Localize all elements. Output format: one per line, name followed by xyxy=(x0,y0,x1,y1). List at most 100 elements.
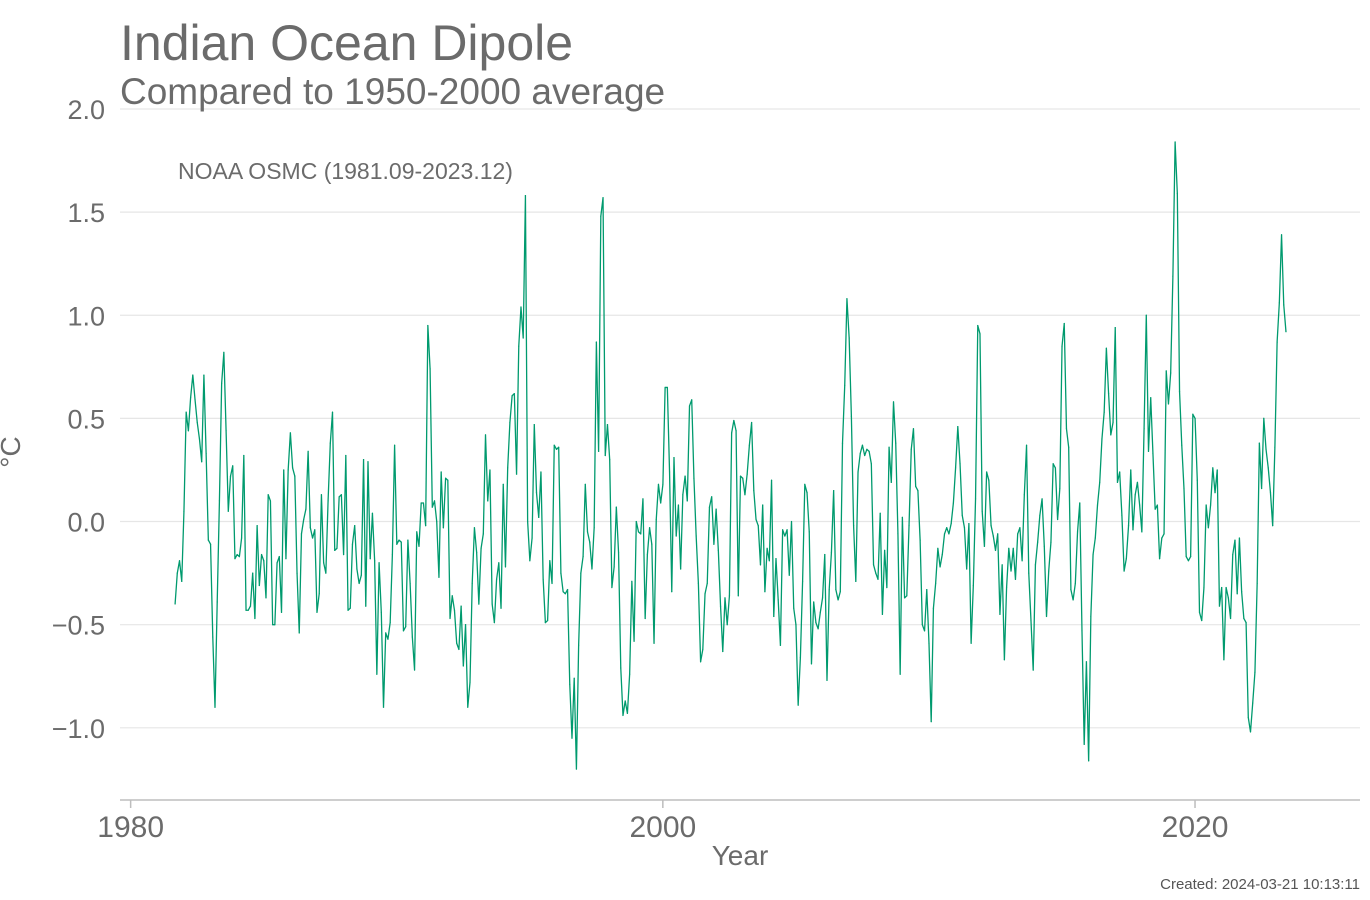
data-point xyxy=(520,306,522,308)
data-point xyxy=(1196,479,1198,481)
data-point xyxy=(243,454,245,457)
data-point xyxy=(287,469,289,471)
data-point xyxy=(460,605,462,607)
data-point xyxy=(629,673,631,675)
data-point xyxy=(1260,487,1263,490)
data-point xyxy=(309,527,311,529)
data-point xyxy=(425,525,427,527)
data-point xyxy=(919,539,921,541)
data-point xyxy=(1059,487,1061,490)
data-point xyxy=(327,500,329,502)
data-point xyxy=(968,523,970,525)
data-point xyxy=(362,459,365,461)
data-point xyxy=(899,673,901,675)
data-point xyxy=(1263,417,1265,419)
data-point xyxy=(708,506,711,508)
data-point xyxy=(234,558,236,560)
data-point xyxy=(609,459,611,461)
data-point xyxy=(662,483,664,486)
data-point xyxy=(657,483,660,486)
data-point xyxy=(436,520,438,523)
data-point xyxy=(440,471,442,473)
data-point xyxy=(504,566,507,568)
data-point xyxy=(367,461,369,463)
data-point xyxy=(1158,558,1161,560)
data-point xyxy=(347,609,349,611)
data-point xyxy=(928,642,930,644)
data-point xyxy=(396,543,398,545)
data-point xyxy=(819,611,821,613)
data-point xyxy=(343,553,345,556)
data-point xyxy=(722,650,724,653)
data-point xyxy=(598,450,600,453)
data-point xyxy=(1105,347,1107,349)
data-point xyxy=(478,603,480,605)
data-point xyxy=(185,411,187,413)
data-point xyxy=(1125,558,1127,560)
data-point xyxy=(591,568,593,570)
data-point xyxy=(272,624,274,626)
data-point xyxy=(691,399,693,401)
y-tick-label: 1.0 xyxy=(67,301,105,331)
data-point xyxy=(799,657,801,659)
data-point xyxy=(1152,452,1154,455)
data-point xyxy=(542,578,544,580)
data-point xyxy=(1056,518,1059,521)
data-point xyxy=(1221,586,1223,589)
data-point xyxy=(595,341,597,343)
data-point xyxy=(1099,481,1101,483)
data-point xyxy=(890,481,892,483)
data-point xyxy=(216,601,218,603)
data-point xyxy=(1050,541,1052,543)
data-point xyxy=(562,591,564,593)
data-point xyxy=(664,386,666,389)
x-axis-label: Year xyxy=(712,840,769,871)
data-point xyxy=(1092,553,1094,556)
data-point xyxy=(731,432,733,434)
created-timestamp: Created: 2024-03-21 10:13:11 xyxy=(1160,876,1360,893)
data-point xyxy=(910,448,912,450)
data-point xyxy=(935,582,937,585)
data-point xyxy=(954,467,957,469)
data-point xyxy=(839,591,841,593)
data-point xyxy=(620,667,622,669)
data-point xyxy=(611,586,613,589)
data-point xyxy=(464,624,467,626)
data-point xyxy=(1254,671,1256,673)
data-point xyxy=(544,622,546,624)
data-point xyxy=(861,444,864,446)
data-point xyxy=(1280,234,1283,236)
data-point xyxy=(496,578,498,580)
data-point xyxy=(278,556,280,558)
data-point xyxy=(407,539,409,541)
data-point xyxy=(380,611,382,613)
data-point xyxy=(833,490,835,492)
data-point xyxy=(972,584,974,587)
data-point xyxy=(939,566,941,568)
data-point xyxy=(1154,508,1156,510)
data-point xyxy=(1256,582,1258,585)
data-point xyxy=(673,456,675,459)
data-point xyxy=(959,463,961,465)
y-axis-label: °C xyxy=(0,436,26,467)
data-point xyxy=(715,508,717,510)
data-point xyxy=(263,560,265,562)
data-point xyxy=(1132,529,1134,531)
legend-entry-noaa-osmc: NOAA OSMC (1981.09-2023.12) xyxy=(178,158,513,184)
data-point xyxy=(881,613,884,615)
data-point xyxy=(1061,345,1063,347)
data-point xyxy=(360,574,362,576)
data-point xyxy=(336,547,338,549)
data-point xyxy=(994,549,997,552)
data-point xyxy=(753,490,755,492)
data-point xyxy=(997,533,999,535)
data-point xyxy=(793,607,795,609)
data-point xyxy=(1076,531,1079,533)
data-point xyxy=(338,496,340,498)
data-point xyxy=(438,576,440,578)
data-point xyxy=(786,529,788,531)
data-point xyxy=(986,471,988,473)
data-point xyxy=(1074,582,1076,585)
data-point xyxy=(413,669,416,671)
data-point xyxy=(1127,525,1130,527)
